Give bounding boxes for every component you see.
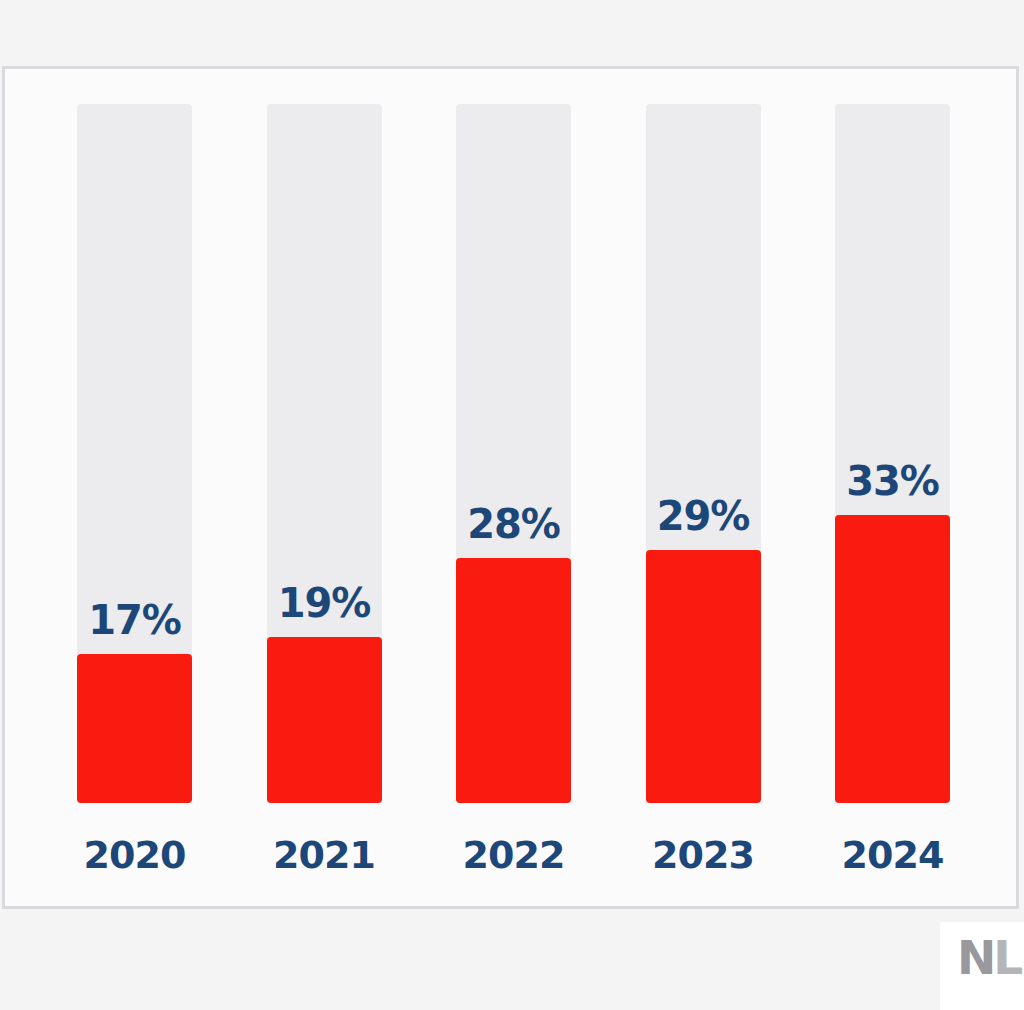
bar-track: 17% bbox=[77, 104, 192, 803]
watermark-logo: NL bbox=[940, 922, 1024, 1010]
bar-fill bbox=[646, 550, 761, 803]
bar-category-label: 2023 bbox=[652, 836, 754, 874]
bar-fill bbox=[267, 637, 382, 803]
bar-category-label: 2024 bbox=[842, 836, 944, 874]
bar-column: 19% 2021 bbox=[267, 104, 382, 906]
bar-value-label: 19% bbox=[278, 583, 371, 623]
watermark-letter-n: N bbox=[957, 930, 993, 985]
bar-column: 29% 2023 bbox=[646, 104, 761, 906]
bar-category-label: 2021 bbox=[273, 836, 375, 874]
bar-column: 17% 2020 bbox=[77, 104, 192, 906]
bar-category-label: 2020 bbox=[84, 836, 186, 874]
bar-value-label: 33% bbox=[846, 461, 939, 501]
bar-value-label: 28% bbox=[467, 504, 560, 544]
bar-column: 33% 2024 bbox=[835, 104, 950, 906]
bar-track: 33% bbox=[835, 104, 950, 803]
bar-fill bbox=[835, 515, 950, 803]
bar-fill bbox=[77, 654, 192, 803]
bar-chart: 17% 2020 19% 2021 28% 2022 29% 2023 33% 2024 bbox=[77, 104, 950, 906]
bar-value-label: 29% bbox=[657, 496, 750, 536]
bar-track: 29% bbox=[646, 104, 761, 803]
bar-fill bbox=[456, 558, 571, 803]
bar-column: 28% 2022 bbox=[456, 104, 571, 906]
bar-track: 28% bbox=[456, 104, 571, 803]
bar-category-label: 2022 bbox=[463, 836, 565, 874]
bar-track: 19% bbox=[267, 104, 382, 803]
watermark-letter-l: L bbox=[993, 930, 1020, 985]
chart-card: 17% 2020 19% 2021 28% 2022 29% 2023 33% 2024 bbox=[2, 66, 1019, 909]
bar-value-label: 17% bbox=[88, 600, 181, 640]
